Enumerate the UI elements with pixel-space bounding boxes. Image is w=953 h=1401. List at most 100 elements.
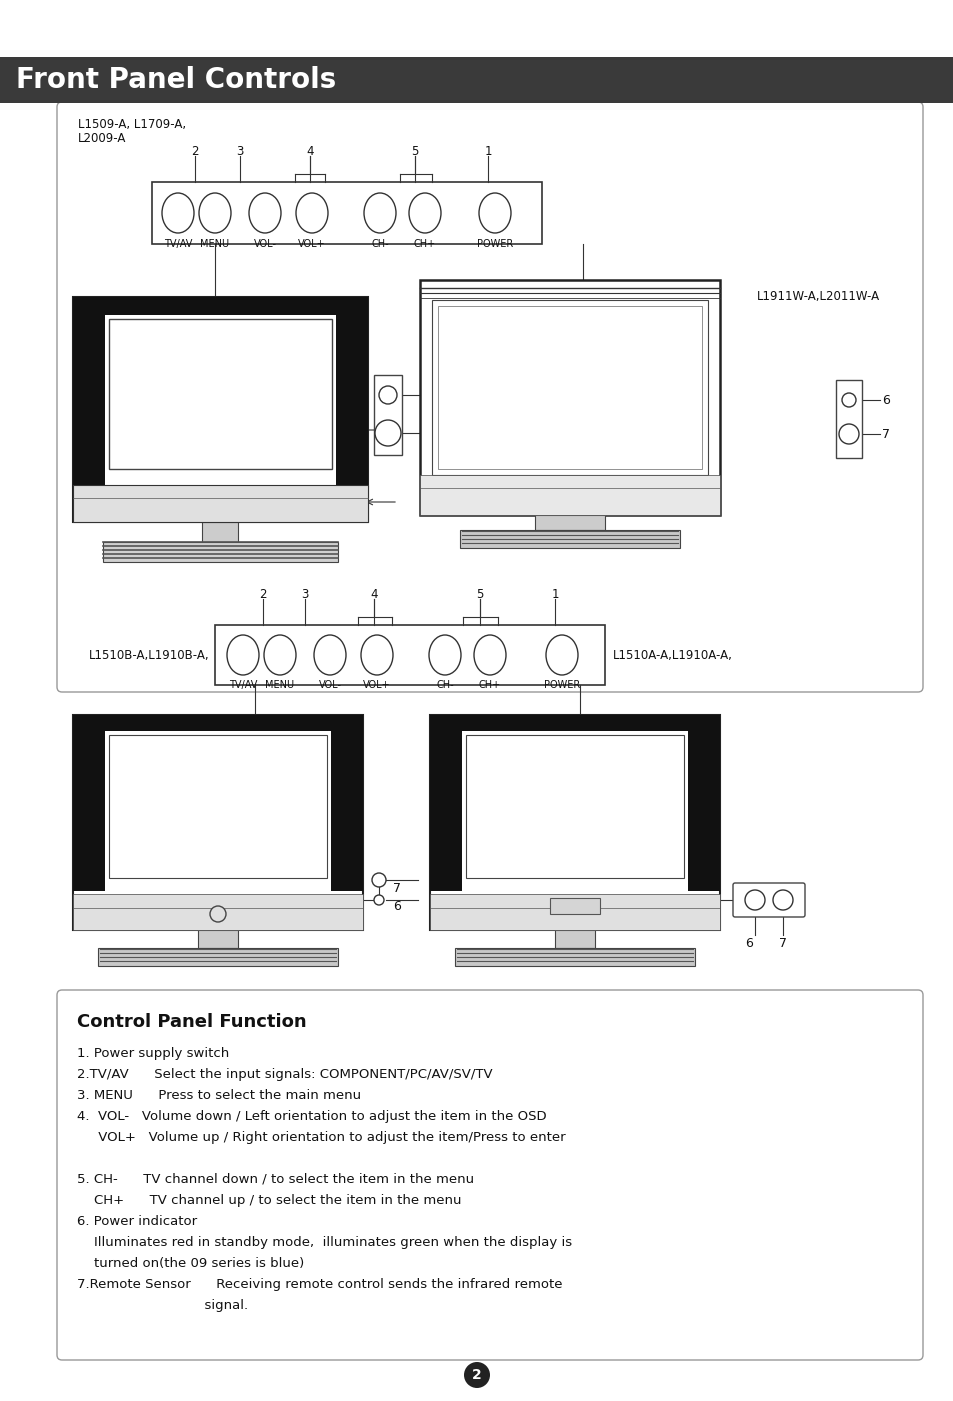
Text: 2: 2 (259, 588, 267, 601)
FancyBboxPatch shape (57, 102, 923, 692)
Ellipse shape (199, 193, 231, 233)
Text: TV/AV: TV/AV (164, 240, 192, 249)
Text: 1: 1 (484, 144, 491, 158)
Text: VOL+: VOL+ (298, 240, 326, 249)
Text: CH+      TV channel up / to select the item in the menu: CH+ TV channel up / to select the item i… (77, 1194, 461, 1208)
FancyBboxPatch shape (57, 991, 923, 1360)
Bar (198, 930, 237, 948)
Bar (73, 715, 363, 930)
Text: 3: 3 (301, 588, 309, 601)
Ellipse shape (474, 635, 505, 675)
Circle shape (374, 895, 384, 905)
Bar (109, 319, 332, 469)
Bar (98, 948, 337, 967)
Ellipse shape (478, 193, 511, 233)
Text: Control Panel Function: Control Panel Function (77, 1013, 306, 1031)
Bar (73, 315, 105, 485)
Circle shape (463, 1362, 490, 1388)
Text: Illuminates red in standby mode,  illuminates green when the display is: Illuminates red in standby mode, illumin… (77, 1236, 572, 1250)
Ellipse shape (409, 193, 440, 233)
Bar (430, 894, 720, 930)
Ellipse shape (249, 193, 281, 233)
Text: MENU: MENU (200, 240, 230, 249)
Ellipse shape (314, 635, 346, 675)
Ellipse shape (295, 193, 328, 233)
Bar (430, 731, 461, 891)
Bar (214, 625, 604, 685)
Bar (103, 542, 337, 562)
Bar (73, 731, 105, 891)
Bar (202, 523, 237, 542)
Text: 3: 3 (236, 144, 243, 158)
Text: 5: 5 (411, 144, 418, 158)
Text: L2009-A: L2009-A (78, 132, 126, 144)
Bar (374, 375, 401, 455)
Ellipse shape (545, 635, 578, 675)
Text: 6: 6 (393, 899, 400, 912)
Bar (459, 530, 679, 548)
Text: 1. Power supply switch: 1. Power supply switch (77, 1047, 229, 1061)
Bar (455, 948, 695, 967)
Circle shape (838, 425, 858, 444)
Text: 7: 7 (779, 937, 786, 950)
Text: 7: 7 (393, 881, 400, 894)
Text: Front Panel Controls: Front Panel Controls (16, 66, 335, 94)
Text: L1510A-A,L1910A-A,: L1510A-A,L1910A-A, (613, 649, 732, 661)
Text: 6: 6 (423, 388, 432, 402)
Text: VOL+   Volume up / Right orientation to adjust the item/Press to enter: VOL+ Volume up / Right orientation to ad… (77, 1131, 565, 1145)
Bar (550, 898, 599, 913)
Ellipse shape (162, 193, 193, 233)
Text: 7.Remote Sensor      Receiving remote control sends the infrared remote: 7.Remote Sensor Receiving remote control… (77, 1278, 562, 1290)
Text: TV/AV: TV/AV (229, 679, 257, 691)
Bar (73, 297, 368, 523)
Text: L1911W-A,L2011W-A: L1911W-A,L2011W-A (756, 290, 879, 303)
Ellipse shape (364, 193, 395, 233)
Bar (535, 516, 604, 530)
Bar (687, 731, 720, 891)
Bar (331, 731, 363, 891)
Text: POWER: POWER (476, 240, 513, 249)
Bar (419, 280, 720, 516)
Text: 2: 2 (472, 1367, 481, 1381)
Bar (152, 182, 541, 244)
FancyBboxPatch shape (732, 883, 804, 918)
Ellipse shape (360, 635, 393, 675)
Text: MENU: MENU (265, 679, 294, 691)
Bar (430, 715, 720, 731)
Bar (430, 715, 720, 930)
Circle shape (372, 873, 386, 887)
Text: 5: 5 (476, 588, 483, 601)
Bar (437, 305, 701, 469)
Circle shape (772, 890, 792, 911)
Text: 7: 7 (882, 427, 889, 440)
Bar (73, 485, 368, 523)
Bar (73, 297, 368, 315)
Ellipse shape (227, 635, 258, 675)
Bar (73, 715, 363, 731)
Text: POWER: POWER (543, 679, 579, 691)
Text: turned on(the 09 series is blue): turned on(the 09 series is blue) (77, 1257, 304, 1269)
Bar (555, 930, 595, 948)
Text: VOL-: VOL- (318, 679, 341, 691)
Text: 2.TV/AV      Select the input signals: COMPONENT/PC/AV/SV/TV: 2.TV/AV Select the input signals: COMPON… (77, 1068, 492, 1082)
Bar (109, 736, 327, 878)
Text: L1510B-A,L1910B-A,: L1510B-A,L1910B-A, (90, 649, 210, 661)
Ellipse shape (429, 635, 460, 675)
Text: 4: 4 (370, 588, 377, 601)
Text: 7: 7 (423, 426, 432, 440)
Text: CH+: CH+ (414, 240, 436, 249)
Text: 4.  VOL-   Volume down / Left orientation to adjust the item in the OSD: 4. VOL- Volume down / Left orientation t… (77, 1110, 546, 1124)
Bar (835, 380, 862, 458)
Circle shape (375, 420, 400, 446)
Text: 1: 1 (551, 588, 558, 601)
Bar (73, 894, 363, 930)
Text: 6: 6 (882, 394, 889, 406)
Text: L1509-A, L1709-A,: L1509-A, L1709-A, (78, 118, 186, 132)
Text: CH-: CH- (371, 240, 389, 249)
Ellipse shape (264, 635, 295, 675)
Text: CH+: CH+ (478, 679, 500, 691)
Text: VOL-: VOL- (253, 240, 276, 249)
Circle shape (744, 890, 764, 911)
Text: 3. MENU      Press to select the main menu: 3. MENU Press to select the main menu (77, 1089, 361, 1103)
Circle shape (841, 394, 855, 408)
